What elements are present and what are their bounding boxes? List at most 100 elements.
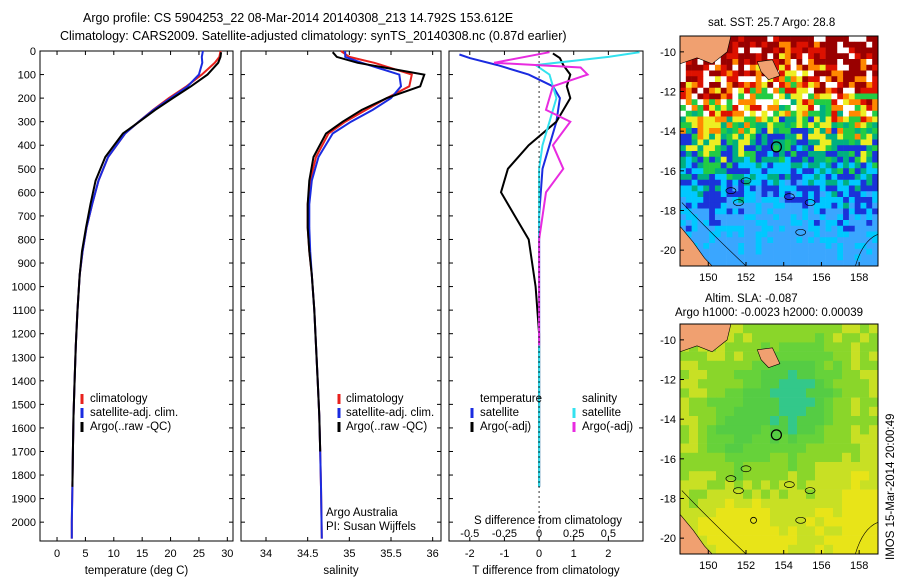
sst-cell <box>703 110 710 117</box>
temperature-ytick-label: 900 <box>18 258 36 270</box>
sst-cell <box>709 162 716 169</box>
sla-xtick-label: 154 <box>775 560 793 572</box>
sst-cell <box>749 36 756 43</box>
sst-cell <box>761 220 768 227</box>
sla-cell <box>869 360 878 371</box>
sst-cell <box>691 174 698 181</box>
sst-cell <box>813 128 821 135</box>
sst-cell <box>714 243 722 250</box>
sst-cell <box>848 122 855 129</box>
sst-cell <box>808 36 815 43</box>
sst-cell <box>709 99 716 106</box>
temperature-ytick-label: 100 <box>18 70 36 82</box>
sst-land <box>680 36 878 266</box>
temperature-legend-label: satellite-adj. clim. <box>90 407 178 419</box>
sst-cell <box>685 59 692 66</box>
sla-cell <box>797 416 807 426</box>
sst-cell <box>732 110 739 117</box>
sla-cell <box>833 388 843 398</box>
sla-cell <box>797 360 807 371</box>
sla-cell <box>743 489 753 500</box>
sst-cell <box>767 231 774 238</box>
sla-cell <box>734 351 744 362</box>
sst-cell <box>784 93 791 100</box>
sst-cell <box>685 220 692 227</box>
sla-cell <box>851 489 861 500</box>
sst-cell <box>773 208 780 215</box>
sst-cell <box>813 248 821 255</box>
sst-cell <box>784 110 791 117</box>
sla-cell <box>689 379 699 389</box>
sla-cell <box>824 443 834 454</box>
sst-cell <box>802 47 809 54</box>
sst-cell <box>749 174 756 181</box>
sst-cell <box>749 208 756 215</box>
sst-cell <box>767 87 774 94</box>
sst-cell <box>709 185 716 192</box>
sla-cell <box>851 324 861 334</box>
sst-cell <box>773 59 780 66</box>
sst-cell <box>837 47 844 54</box>
temperature-xtick-label: 5 <box>82 548 88 560</box>
sst-cell <box>790 59 797 66</box>
sst-cell <box>726 151 733 158</box>
sst-cell <box>819 76 826 83</box>
sst-cell <box>732 202 739 209</box>
sst-cell <box>761 133 768 140</box>
sst-cell <box>843 156 850 163</box>
sst-cell <box>749 151 756 158</box>
sst-cell <box>744 248 751 255</box>
sla-cell <box>842 517 852 527</box>
sst-cell <box>720 116 727 123</box>
sst-cell <box>837 110 844 117</box>
sst-cell <box>854 110 861 117</box>
sla-cell <box>752 324 762 334</box>
sst-cell <box>854 260 861 266</box>
sst-cell <box>813 162 821 169</box>
sla-map-subtitle: Argo h1000: -0.0023 h2000: 0.00039 <box>675 307 863 319</box>
sla-cell <box>824 508 834 518</box>
sst-cell <box>808 191 815 198</box>
sst-cell <box>755 174 762 181</box>
sst-cell <box>755 99 762 106</box>
sst-cell <box>738 70 745 77</box>
sst-cell <box>720 128 727 135</box>
sla-cell <box>770 370 780 380</box>
sst-cell <box>819 70 826 77</box>
sla-cell <box>752 498 762 509</box>
sst-cell <box>825 70 832 77</box>
sst-cell <box>872 76 878 83</box>
sla-cell <box>806 471 816 481</box>
sst-cell <box>703 237 710 244</box>
sst-cell <box>819 145 826 152</box>
sla-cell <box>860 333 870 343</box>
sst-cell <box>790 237 797 244</box>
imos-stamp: IMOS 15-Mar-2014 20:00:49 <box>885 414 897 560</box>
sst-cell <box>790 93 797 100</box>
sst-cell <box>779 110 786 117</box>
sla-cell <box>689 425 699 435</box>
sst-cell <box>813 99 821 106</box>
sst-cell <box>773 214 780 221</box>
sst-cell <box>738 116 745 123</box>
sla-cell <box>806 379 816 389</box>
sst-cell <box>761 53 768 60</box>
sla-cell <box>689 489 699 500</box>
sst-cell <box>685 139 692 146</box>
sst-cell <box>825 237 832 244</box>
sst-cell <box>802 243 809 250</box>
sst-cell <box>848 248 855 255</box>
sst-cell <box>813 156 821 163</box>
sst-cell <box>837 82 844 89</box>
sla-cell <box>734 462 744 472</box>
sla-cell <box>698 489 708 500</box>
temperature-ytick-label: 500 <box>18 164 36 176</box>
sst-cell <box>802 254 809 261</box>
sla-cell <box>797 498 807 509</box>
sst-cell <box>738 82 745 89</box>
sst-cell <box>860 116 867 123</box>
sla-cell <box>833 416 843 426</box>
sla-cell <box>860 535 870 546</box>
sst-cell <box>720 122 727 129</box>
sst-cell <box>831 59 838 66</box>
